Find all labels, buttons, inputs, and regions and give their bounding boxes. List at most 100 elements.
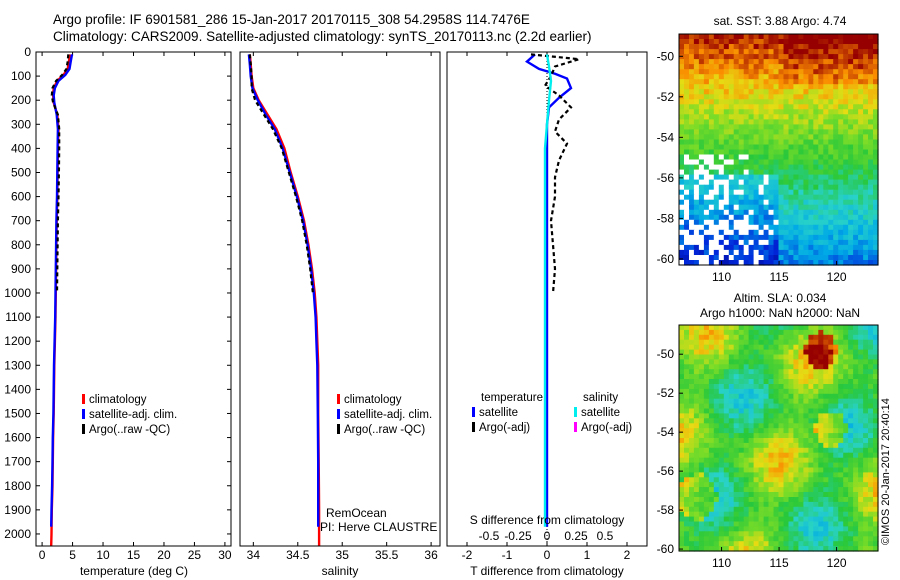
map-cell [778, 119, 785, 125]
map-cell [693, 325, 700, 331]
map-cell [693, 34, 700, 40]
map-cell [803, 39, 809, 45]
map-cell [873, 497, 879, 503]
map-cell [703, 511, 710, 518]
map-cell [693, 511, 700, 518]
map-cell [848, 344, 854, 351]
map-cell [863, 457, 869, 464]
map-cell [793, 124, 799, 130]
map-cell [748, 388, 755, 395]
temperature-axes [35, 51, 232, 547]
map-cell [803, 497, 809, 503]
map-cell [828, 34, 834, 40]
map-cell [783, 189, 790, 196]
map-cell [848, 428, 854, 434]
map-cell [689, 384, 695, 390]
map-cell [728, 329, 735, 336]
map-cell [833, 487, 839, 493]
map-cell [723, 94, 730, 100]
map-cell [868, 413, 874, 419]
map-cell [743, 393, 750, 400]
map-cell [679, 39, 685, 45]
map-cell [828, 194, 834, 201]
map-cell [863, 413, 869, 419]
map-cell [873, 214, 879, 221]
sst-map-frame [678, 33, 879, 266]
map-cell [843, 94, 849, 100]
map-cell [828, 144, 834, 151]
map-cell [684, 64, 690, 70]
map-cell [693, 384, 700, 390]
map-cell [813, 199, 819, 206]
map-cell [873, 369, 879, 375]
map-cell [698, 64, 705, 70]
map-cell [873, 139, 879, 146]
map-cell [783, 521, 790, 527]
map-cell [728, 249, 735, 256]
map-cell [783, 34, 790, 40]
map-cell [783, 129, 790, 135]
map-cell [718, 428, 725, 434]
map-cell [703, 482, 710, 488]
map-cell [703, 204, 710, 211]
map-cell [828, 260, 834, 266]
map-cell [838, 255, 844, 261]
map-cell [753, 84, 760, 90]
map-cell [793, 104, 799, 110]
map-cell [738, 526, 745, 532]
map-cell [868, 442, 874, 449]
map-cell [684, 224, 690, 231]
map-cell [728, 369, 735, 375]
map-cell [689, 99, 695, 105]
map-cell [743, 144, 750, 151]
map-lat-label: -50 [657, 347, 675, 361]
map-lat-label: -54 [657, 425, 675, 439]
map-cell [758, 84, 765, 90]
map-cell [743, 369, 750, 375]
map-cell [868, 334, 874, 341]
map-cell [863, 526, 869, 532]
map-cell [838, 526, 844, 532]
map-cell [753, 199, 760, 206]
map-cell [773, 99, 780, 105]
map-cell [743, 428, 750, 434]
map-cell [768, 149, 775, 156]
map-cell [773, 64, 780, 70]
map-cell [868, 433, 874, 439]
map-cell [738, 69, 745, 75]
map-cell [828, 59, 834, 65]
map-cell [828, 134, 834, 140]
map-cell [813, 89, 819, 95]
map-cell [743, 99, 750, 105]
map-cell [788, 325, 795, 331]
map-cell [838, 74, 844, 80]
map-cell [763, 39, 770, 45]
map-cell [798, 144, 804, 151]
map-cell [693, 492, 700, 498]
map-cell [728, 511, 735, 518]
map-cell [733, 209, 740, 216]
map-cell [868, 154, 874, 161]
map-cell [733, 369, 740, 375]
map-cell [853, 239, 859, 246]
map-cell [813, 244, 819, 251]
map-cell [838, 467, 844, 473]
map-cell [848, 442, 854, 449]
map-cell [708, 511, 715, 518]
map-cell [783, 260, 790, 266]
map-cell [689, 526, 695, 532]
map-cell [783, 209, 790, 216]
map-cell [738, 179, 745, 186]
map-cell [868, 184, 874, 191]
map-cell [818, 501, 824, 508]
map-cell [873, 541, 879, 547]
map-cell [748, 462, 755, 469]
map-cell [689, 209, 695, 216]
map-cell [713, 194, 720, 201]
map-cell [708, 134, 715, 140]
map-cell [803, 84, 809, 90]
map-cell [693, 74, 700, 80]
map-cell [758, 398, 765, 405]
map-cell [838, 447, 844, 454]
map-cell [703, 124, 710, 130]
